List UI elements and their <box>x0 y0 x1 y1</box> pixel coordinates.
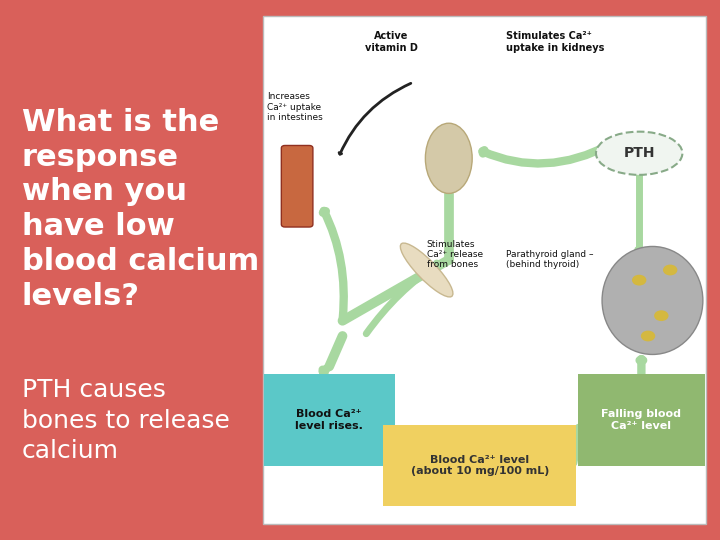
Text: PTH: PTH <box>624 146 655 160</box>
Text: What is the
response
when you
have low
blood calcium
levels?: What is the response when you have low b… <box>22 108 259 310</box>
Text: Blood Ca²⁺
level rises.: Blood Ca²⁺ level rises. <box>295 409 363 430</box>
Text: PTH causes
bones to release
calcium: PTH causes bones to release calcium <box>22 378 230 463</box>
Ellipse shape <box>663 265 678 275</box>
Text: Stimulates
Ca²⁺ release
from bones: Stimulates Ca²⁺ release from bones <box>427 240 483 269</box>
Text: Stimulates Ca²⁺
uptake in kidneys: Stimulates Ca²⁺ uptake in kidneys <box>506 31 605 53</box>
Ellipse shape <box>632 275 647 286</box>
Ellipse shape <box>426 123 472 193</box>
Text: Blood Ca²⁺ level
(about 10 mg/100 mL): Blood Ca²⁺ level (about 10 mg/100 mL) <box>410 455 549 476</box>
Text: Increases
Ca²⁺ uptake
in intestines: Increases Ca²⁺ uptake in intestines <box>267 92 323 122</box>
Text: Parathyroid gland –
(behind thyroid): Parathyroid gland – (behind thyroid) <box>506 249 594 269</box>
Text: Falling blood
Ca²⁺ level: Falling blood Ca²⁺ level <box>601 409 681 430</box>
FancyBboxPatch shape <box>264 374 395 465</box>
FancyBboxPatch shape <box>263 16 706 524</box>
Ellipse shape <box>654 310 668 321</box>
Ellipse shape <box>400 243 453 297</box>
Text: Active
vitamin D: Active vitamin D <box>365 31 418 53</box>
Ellipse shape <box>602 246 703 354</box>
FancyBboxPatch shape <box>383 424 577 506</box>
FancyBboxPatch shape <box>578 374 705 465</box>
Ellipse shape <box>641 330 655 341</box>
FancyBboxPatch shape <box>282 145 313 227</box>
Ellipse shape <box>596 132 683 175</box>
